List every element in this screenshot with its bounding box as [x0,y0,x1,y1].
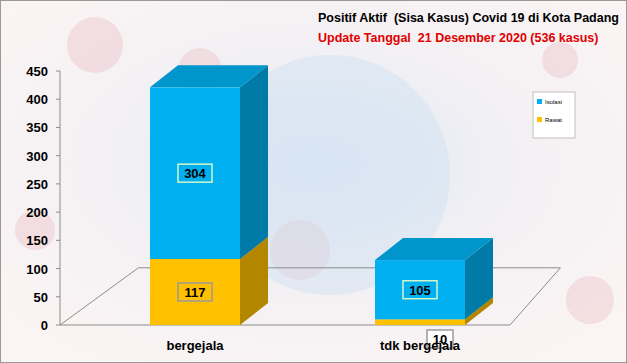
subtitle: Update Tanggal 21 Desember 2020 (536 kas… [318,31,598,45]
y-tick [56,99,60,100]
legend: Isolasi Rawat [533,92,575,138]
y-tick [56,127,60,128]
decoration [542,42,578,78]
title: Positif Aktif (Sisa Kasus) Covid 19 di K… [318,11,619,25]
y-tick-label: 300 [26,149,48,164]
chart: 05010015020025030035040045011730410105be… [0,0,627,363]
y-tick-label: 400 [26,92,48,107]
y-tick-label: 450 [26,64,48,79]
y-tick-label: 350 [26,120,48,135]
decoration [566,276,614,324]
bar-segment [150,65,268,259]
data-label: 105 [409,283,431,298]
background [1,1,627,363]
y-tick [56,183,60,184]
data-label-box [178,283,212,301]
y-tick [56,240,60,241]
decoration [67,17,123,73]
y-tick [56,155,60,156]
data-label: 304 [184,166,206,181]
bar-side [240,65,268,259]
x-tick-label: bergejala [166,338,224,353]
bar-segment [375,238,493,319]
legend-label: Rawat [545,117,562,123]
y-tick [56,71,60,72]
y-tick [56,296,60,297]
y-tick-label: 50 [34,290,48,305]
legend-box [533,92,575,138]
y-tick-label: 0 [41,318,48,333]
labels: 11730410105 [178,164,453,348]
bar-front [150,87,240,259]
legend-swatch [537,99,542,104]
bar-front [375,260,465,319]
x-tick-label: tdk bergejala [380,338,461,353]
bar-front [375,319,465,325]
legend-swatch [537,117,542,122]
data-label: 117 [185,285,206,300]
bar-top [375,238,493,260]
y-axis [60,71,61,325]
y-tick [56,325,60,326]
y-tick [56,212,60,213]
data-label-box [178,164,212,182]
bar-front [150,259,240,325]
y-tick [56,268,60,269]
y-tick-label: 100 [26,262,48,277]
legend-label: Isolasi [545,99,562,105]
data-label-box [403,281,437,299]
bar-top [150,65,268,87]
y-tick-label: 150 [26,233,48,248]
y-tick-label: 250 [26,177,48,192]
bars [150,65,493,325]
y-tick-label: 200 [26,205,48,220]
